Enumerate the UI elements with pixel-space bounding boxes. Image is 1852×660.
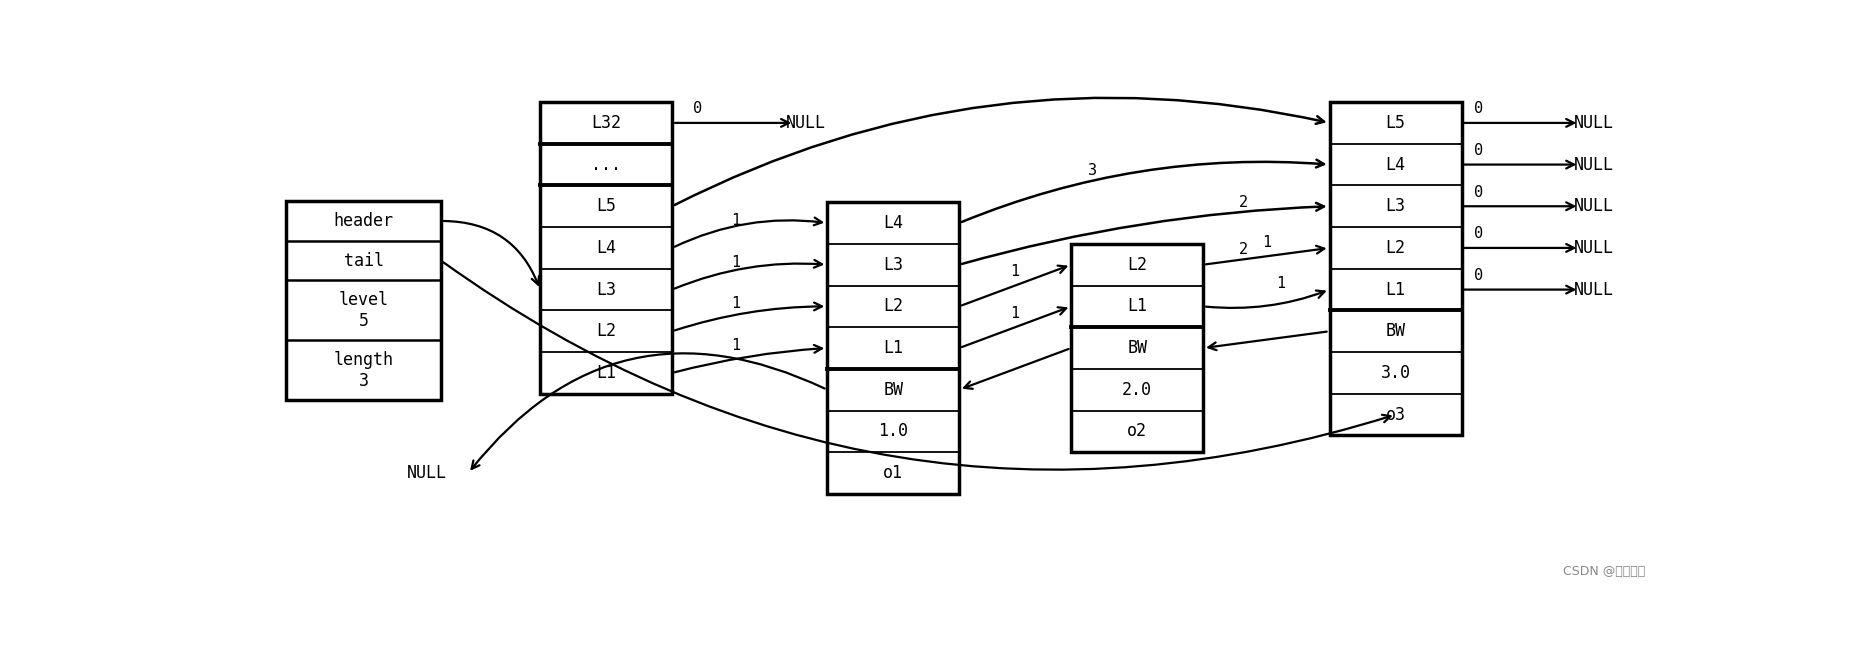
Text: L1: L1 [1128,298,1146,315]
Text: L5: L5 [1385,114,1406,132]
Text: 0: 0 [1474,101,1483,116]
Text: length
3: length 3 [333,350,393,390]
Text: L1: L1 [1385,280,1406,298]
Text: 1: 1 [732,338,739,353]
Text: level
5: level 5 [339,290,389,330]
Text: 1: 1 [1011,306,1020,321]
Text: NULL: NULL [1574,156,1613,174]
Text: L2: L2 [596,322,617,341]
Text: 0: 0 [1474,143,1483,158]
Bar [1330,102,1461,436]
Text: BW: BW [883,381,904,399]
Text: 1: 1 [1276,277,1285,291]
Text: 1: 1 [1011,264,1020,279]
Text: 2.0: 2.0 [1122,381,1152,399]
Text: NULL: NULL [1574,239,1613,257]
Text: 1: 1 [1261,235,1270,249]
Text: 0: 0 [1474,268,1483,283]
Text: 0: 0 [1474,226,1483,242]
Text: L3: L3 [1385,197,1406,215]
Text: 3: 3 [1089,163,1096,178]
Text: L32: L32 [591,114,620,132]
Text: L3: L3 [883,255,904,274]
Text: NULL: NULL [1574,197,1613,215]
Text: 1: 1 [732,213,739,228]
Text: o2: o2 [1128,422,1146,440]
Text: 0: 0 [693,101,702,116]
Text: o3: o3 [1385,406,1406,424]
Text: NULL: NULL [1574,280,1613,298]
Text: NULL: NULL [785,114,826,132]
Text: L4: L4 [1385,156,1406,174]
Text: 1.0: 1.0 [878,422,907,440]
Text: 1: 1 [732,255,739,269]
Bar [285,201,441,401]
Text: 3.0: 3.0 [1380,364,1411,382]
Text: ...: ... [591,156,620,174]
Bar [541,102,672,394]
Text: 0: 0 [1474,185,1483,199]
Text: L2: L2 [1128,255,1146,274]
Text: tail: tail [344,251,383,270]
Text: o1: o1 [883,464,904,482]
Text: BW: BW [1385,322,1406,341]
Text: 1: 1 [732,296,739,312]
Bar [828,202,959,494]
Text: header: header [333,212,393,230]
Text: NULL: NULL [1574,114,1613,132]
Text: L1: L1 [596,364,617,382]
Bar [1070,244,1204,452]
Text: L1: L1 [883,339,904,357]
Text: CSDN @是朴朴朴: CSDN @是朴朴朴 [1563,565,1645,578]
Text: L3: L3 [596,280,617,298]
Text: L2: L2 [883,298,904,315]
Text: BW: BW [1128,339,1146,357]
Text: NULL: NULL [407,464,446,482]
Text: 2: 2 [1239,195,1248,211]
Text: L4: L4 [596,239,617,257]
Text: L5: L5 [596,197,617,215]
Text: L4: L4 [883,214,904,232]
Text: L2: L2 [1385,239,1406,257]
Text: 2: 2 [1239,242,1248,257]
